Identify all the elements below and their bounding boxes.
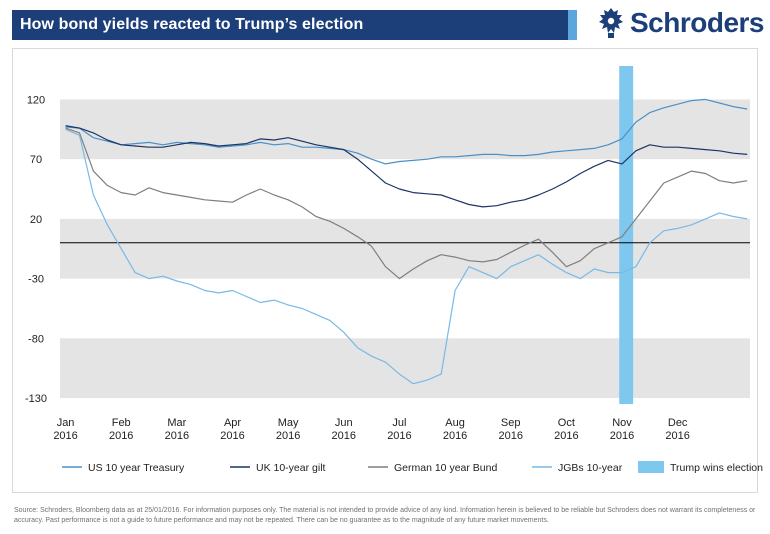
- x-tick-year: 2016: [53, 430, 77, 442]
- legend-label-jgb: JGBs 10-year: [558, 462, 623, 474]
- x-tick-year: 2016: [387, 430, 411, 442]
- y-tick-label: 70: [30, 154, 42, 166]
- legend-label-us: US 10 year Treasury: [88, 462, 185, 474]
- source-disclaimer: Source: Schroders, Bloomberg data as at …: [14, 507, 756, 524]
- band-0: [60, 99, 750, 160]
- y-tick-label: -80: [28, 333, 44, 345]
- x-tick-month: Sep: [501, 417, 521, 429]
- series-line-uk: [65, 125, 748, 208]
- x-tick-month: Oct: [558, 417, 575, 429]
- x-tick-year: 2016: [165, 430, 189, 442]
- y-tick-label: -30: [28, 274, 44, 286]
- x-tick-month: Jul: [392, 417, 406, 429]
- title-bar: How bond yields reacted to Trump’s elect…: [12, 10, 577, 40]
- y-tick-label: 20: [30, 214, 42, 226]
- legend-label-uk: UK 10-year gilt: [256, 462, 326, 474]
- x-tick-year: 2016: [443, 430, 467, 442]
- chart-frame: [12, 48, 758, 493]
- x-tick-year: 2016: [610, 430, 634, 442]
- x-tick-year: 2016: [220, 430, 244, 442]
- y-tick-label: 120: [27, 94, 45, 106]
- x-tick-year: 2016: [554, 430, 578, 442]
- band-4: [60, 338, 750, 399]
- x-tick-year: 2016: [109, 430, 133, 442]
- x-tick-year: 2016: [332, 430, 356, 442]
- x-tick-month: Apr: [224, 417, 241, 429]
- legend-label-de: German 10 year Bund: [394, 462, 497, 474]
- series-line-de: [65, 127, 748, 280]
- title-accent-bar: [568, 10, 577, 40]
- x-tick-month: Aug: [445, 417, 465, 429]
- x-tick-year: 2016: [276, 430, 300, 442]
- x-tick-month: Nov: [612, 417, 632, 429]
- x-tick-month: Mar: [167, 417, 186, 429]
- y-tick-label: -130: [25, 393, 47, 405]
- x-tick-year: 2016: [665, 430, 689, 442]
- series-line-jgb: [65, 128, 748, 385]
- legend-swatch-election: [638, 461, 664, 473]
- x-tick-month: Jan: [57, 417, 75, 429]
- x-tick-year: 2016: [498, 430, 522, 442]
- legend-label-election: Trump wins election: [670, 462, 763, 474]
- logo-text: Schroders: [630, 7, 765, 38]
- x-tick-month: Feb: [112, 417, 131, 429]
- x-tick-month: May: [278, 417, 299, 429]
- x-tick-month: Jun: [335, 417, 353, 429]
- crest-icon: [599, 8, 623, 38]
- chart-title: How bond yields reacted to Trump’s elect…: [20, 16, 364, 33]
- election-highlight-bar: [619, 66, 634, 404]
- x-tick-month: Dec: [668, 417, 688, 429]
- series-line-us: [65, 98, 748, 165]
- band-2: [60, 218, 750, 279]
- schroders-logo: Schroders: [596, 6, 765, 40]
